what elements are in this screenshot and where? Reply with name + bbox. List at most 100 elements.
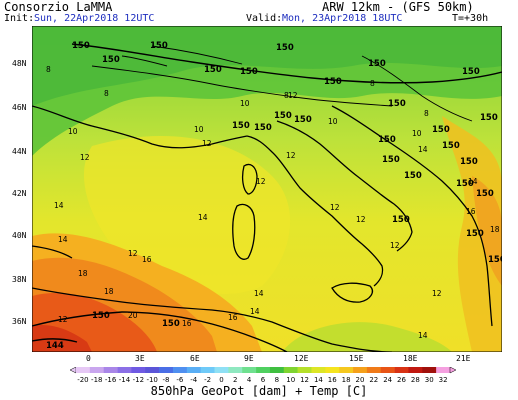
temperature-label: 12 [80, 153, 90, 162]
coastlines [32, 45, 493, 352]
mild-area-southeast [282, 322, 452, 352]
temperature-label: 12 [356, 215, 366, 224]
contour-label: 150 [442, 141, 460, 151]
temperature-label: 12 [286, 151, 296, 160]
temperature-label: 12 [288, 91, 298, 100]
contour-label: 150 [204, 65, 222, 75]
temperature-label: 12 [432, 289, 442, 298]
hottest-area-southwest [32, 325, 92, 352]
colorbar-tick-label: 2 [233, 376, 237, 383]
latitude-label: 44N [12, 147, 27, 156]
latitude-label: 46N [12, 103, 27, 112]
colorbar-swatch [311, 367, 326, 373]
colorbar-swatch [145, 367, 160, 373]
longitude-label: 12E [294, 354, 309, 363]
colorbar-tick-label: 28 [411, 376, 420, 383]
contour-label: 150 [404, 171, 422, 181]
colorbar-swatch [422, 367, 437, 373]
longitude-label: 3E [135, 354, 145, 363]
temperature-colorbar: -20 -18 -16 -14 -12 -10 -8 -6 -4 -2 0 2 4 6 8 10 12 14 16 1… [70, 367, 457, 383]
colorbar-tick-label: 14 [314, 376, 323, 383]
latitude-label: 36N [12, 317, 27, 326]
temperature-label: 16 [466, 207, 476, 216]
colorbar-tick-label: -16 [105, 376, 117, 383]
colorbar-tick-label: 20 [356, 376, 365, 383]
temperature-label: 8 [370, 79, 375, 88]
contour-label: 150 [92, 311, 110, 321]
temperature-label: 14 [198, 213, 208, 222]
init-label: Init: [4, 13, 35, 24]
colorbar-tick-label: 22 [369, 376, 378, 383]
temperature-label: 10 [412, 129, 422, 138]
valid-label: Valid: [246, 13, 283, 24]
valid-time: Mon, 23Apr2018 18UTC [282, 13, 403, 24]
temperature-label: 14 [58, 235, 68, 244]
colorbar-swatch [131, 367, 146, 373]
colorbar-tick-label: 0 [219, 376, 223, 383]
warm-area-east [442, 116, 502, 352]
temperature-label: 8 [46, 65, 51, 74]
latitude-label: 40N [12, 231, 27, 240]
longitude-label: 15E [349, 354, 364, 363]
contour-label: 150 [382, 155, 400, 165]
temperature-label: 8 [104, 89, 109, 98]
colorbar-swatch [256, 367, 271, 373]
hot-area-east [472, 176, 502, 286]
colorbar-arrow-right [449, 367, 457, 374]
longitude-label: 9E [244, 354, 254, 363]
temperature-label: 12 [256, 177, 266, 186]
colorbar-swatch [103, 367, 118, 373]
longitude-label: 18E [403, 354, 418, 363]
colorbar-tick-label: 6 [261, 376, 266, 383]
colorbar-tick-label: -4 [190, 376, 198, 383]
colorbar-tick-label: 12 [300, 376, 309, 383]
temperature-label: 14 [54, 201, 64, 210]
temperature-label: 12 [128, 249, 138, 258]
colorbar-tick-label: 8 [275, 376, 279, 383]
colorbar-arrow-left [70, 367, 77, 374]
temperature-label: 16 [142, 255, 152, 264]
colorbar-swatch [339, 367, 354, 373]
contour-label: 150 [388, 99, 406, 109]
colorbar-swatch [76, 367, 91, 373]
colorbar-swatch [366, 367, 382, 373]
latitude-label: 38N [12, 275, 27, 284]
temperature-label: 12 [58, 315, 68, 324]
weather-map: 150 150 150 150 150 150 150 150 150 150 … [32, 26, 502, 352]
colorbar-tick-label: 24 [383, 376, 392, 383]
contour-label: 150 [324, 77, 342, 87]
forecast-step: T=+30h [452, 13, 489, 24]
map-legend-title: 850hPa GeoPot [dam] + Temp [C] [150, 384, 368, 398]
temperature-label: 10 [240, 99, 250, 108]
contour-label: 150 [72, 41, 90, 51]
colorbar-tick-label: -18 [91, 376, 102, 383]
contour-label: 150 [432, 125, 450, 135]
contour-label: 150 [150, 41, 168, 51]
colorbar-tick-label: -12 [133, 376, 144, 383]
contour-label: 150 [460, 157, 478, 167]
temperature-label: 10 [68, 127, 78, 136]
colorbar-swatch [269, 367, 285, 373]
colorbar-tick-label: 10 [286, 376, 295, 383]
colorbar-tick-label: -6 [176, 376, 184, 383]
colorbar-swatch [89, 367, 105, 373]
longitude-label: 21E [456, 354, 471, 363]
contour-label: 150 [476, 189, 494, 199]
latitude-label: 48N [12, 59, 27, 68]
contour-label: 150 [254, 123, 272, 133]
colorbar-swatch [228, 367, 243, 373]
latitude-label: 42N [12, 189, 27, 198]
contour-label: 144 [46, 341, 64, 351]
temperature-label: 14 [418, 331, 428, 340]
temperature-label: 14 [250, 307, 260, 316]
contour-label: 150 [240, 67, 258, 77]
colorbar-tick-label: 32 [439, 376, 448, 383]
colorbar-tick-label: -8 [163, 376, 170, 383]
colorbar-swatch [325, 367, 340, 373]
organization-name: Consorzio LaMMA [4, 0, 113, 14]
contour-label: 150 [392, 215, 410, 225]
colorbar-tick-label: 30 [425, 376, 434, 383]
header: Consorzio LaMMA ARW 12km - (GFS 50km) In… [0, 0, 518, 26]
colorbar-tick-label: 16 [328, 376, 337, 383]
temperature-label: 12 [330, 203, 340, 212]
